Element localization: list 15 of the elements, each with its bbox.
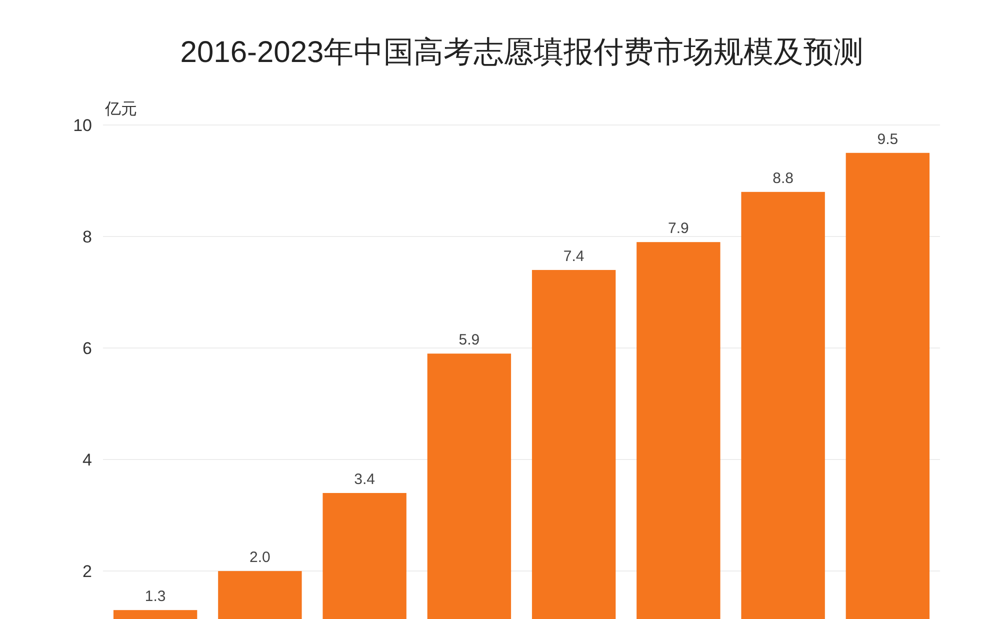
y-tick-label: 10	[73, 116, 92, 135]
data-label: 5.9	[458, 332, 480, 349]
y-tick-label: 8	[82, 228, 92, 247]
data-label: 2.0	[250, 549, 270, 566]
data-label: 3.4	[354, 470, 375, 488]
y-axis-title: 亿元	[104, 101, 137, 118]
data-label: 1.3	[144, 588, 166, 606]
data-label: 9.5	[877, 130, 898, 148]
data-label: 7.9	[668, 220, 689, 238]
data-label: 7.4	[563, 248, 584, 265]
y-tick-label: 2	[82, 562, 92, 582]
chart-title: 2016-2023年中国高考志愿填报付费市场规模及预测	[180, 36, 864, 69]
y-tick-label: 6	[82, 339, 92, 358]
data-label: 8.8	[772, 170, 794, 187]
y-tick-label: 4	[82, 450, 92, 470]
